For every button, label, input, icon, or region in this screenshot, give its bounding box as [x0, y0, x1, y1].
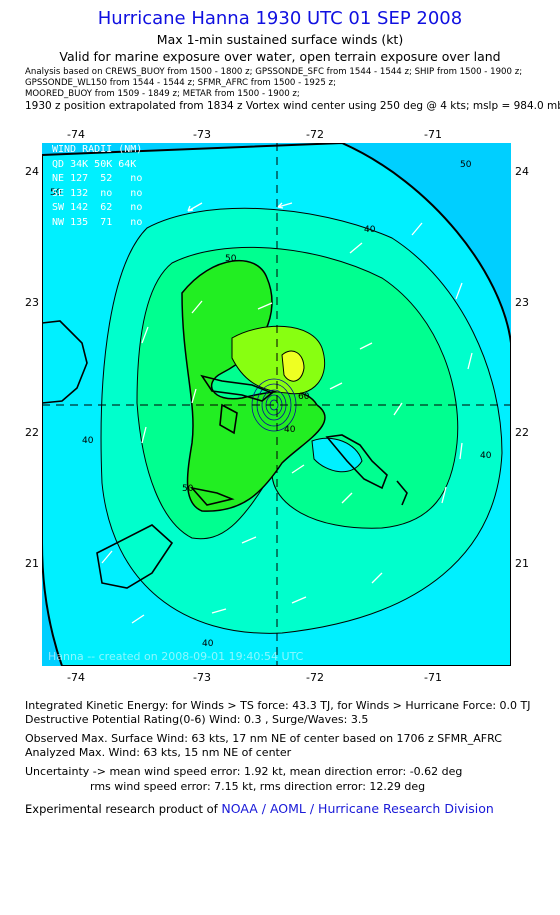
wind-radii-table: WIND RADII (NM) QD 34K 50K 64K NE 127 52…: [52, 143, 142, 230]
exposure-note: Valid for marine exposure over water, op…: [59, 49, 501, 64]
lat-tick-left: 24: [25, 165, 39, 178]
wind-radii-header: QD 34K 50K 64K: [52, 158, 137, 170]
lon-tick-top: -74: [67, 128, 85, 141]
observed-max-wind: Observed Max. Surface Wind: 63 kts, 17 n…: [25, 732, 502, 745]
lat-tick-right: 22: [515, 426, 529, 439]
wind-radii-title: WIND RADII (NM): [52, 144, 143, 155]
analyzed-max-wind: Analyzed Max. Wind: 63 kts, 15 nm NE of …: [25, 746, 292, 759]
analysis-sources-3: MOORED_BUOY from 1509 - 1849 z; METAR fr…: [25, 89, 300, 99]
lat-tick-right: 24: [515, 165, 529, 178]
contour-label: 40: [202, 639, 214, 649]
wind-arrows: [101, 202, 473, 624]
contour-50kt: [181, 259, 326, 512]
creation-stamp: Hanna -- created on 2008-09-01 19:40:54 …: [48, 650, 304, 663]
wind-radii-row: NW 135 71 no: [52, 216, 143, 228]
wind-radii-row: SE 132 no no: [52, 187, 143, 199]
wind-field-map[interactable]: 50 40 50 60 40 50 40 40 40 50 WIND RADII…: [42, 143, 511, 666]
lat-tick-left: 21: [25, 557, 39, 570]
contour-60kt: [281, 350, 305, 382]
wind-radii-row: SW 142 62 no: [52, 202, 143, 213]
lon-tick-bottom: -71: [424, 671, 442, 684]
contour-label: 50: [225, 254, 237, 264]
lon-tick-top: -72: [306, 128, 324, 141]
contour-label: 40: [284, 425, 296, 435]
position-extrapolation: 1930 z position extrapolated from 1834 z…: [25, 100, 560, 112]
ike-summary: Integrated Kinetic Energy: for Winds > T…: [25, 699, 531, 712]
coastlines: [42, 320, 408, 589]
lon-tick-top: -71: [424, 128, 442, 141]
credit-prefix: Experimental research product of: [25, 802, 222, 816]
contour-label: 40: [364, 225, 376, 235]
map-title: Hurricane Hanna 1930 UTC 01 SEP 2008: [97, 8, 463, 29]
uncertainty-mean: Uncertainty -> mean wind speed error: 1.…: [25, 765, 463, 778]
lon-tick-bottom: -72: [306, 671, 324, 684]
destructive-potential: Destructive Potential Rating(0-6) Wind: …: [25, 713, 369, 726]
lat-tick-right: 21: [515, 557, 529, 570]
analysis-sources-2: GPSSONDE_WL150 from 1544 - 1544 z; SFMR_…: [25, 78, 336, 88]
map-subtitle: Max 1-min sustained surface winds (kt): [156, 32, 404, 47]
credit-line: Experimental research product of NOAA / …: [25, 801, 494, 816]
contour-label: 50: [460, 160, 472, 170]
wind-radii-row: NE 127 52 no: [52, 173, 143, 184]
lat-tick-right: 23: [515, 296, 529, 309]
lon-tick-bottom: -74: [67, 671, 85, 684]
contour-label: 60: [298, 392, 310, 402]
lat-tick-left: 23: [25, 296, 39, 309]
contour-label: 50: [182, 484, 194, 494]
lon-tick-top: -73: [193, 128, 211, 141]
wind-field-svg: 50 40 50 60 40 50 40 40 40 50: [42, 143, 511, 666]
credit-organization[interactable]: NOAA / AOML / Hurricane Research Divisio…: [221, 801, 494, 816]
uncertainty-rms: rms wind speed error: 7.15 kt, rms direc…: [90, 780, 426, 793]
lon-tick-bottom: -73: [193, 671, 211, 684]
contour-label: 40: [480, 451, 492, 461]
contour-label: 50: [50, 188, 62, 198]
contour-label: 40: [82, 436, 94, 446]
analysis-sources-1: Analysis based on CREWS_BUOY from 1500 -…: [25, 67, 523, 77]
lat-tick-left: 22: [25, 426, 39, 439]
